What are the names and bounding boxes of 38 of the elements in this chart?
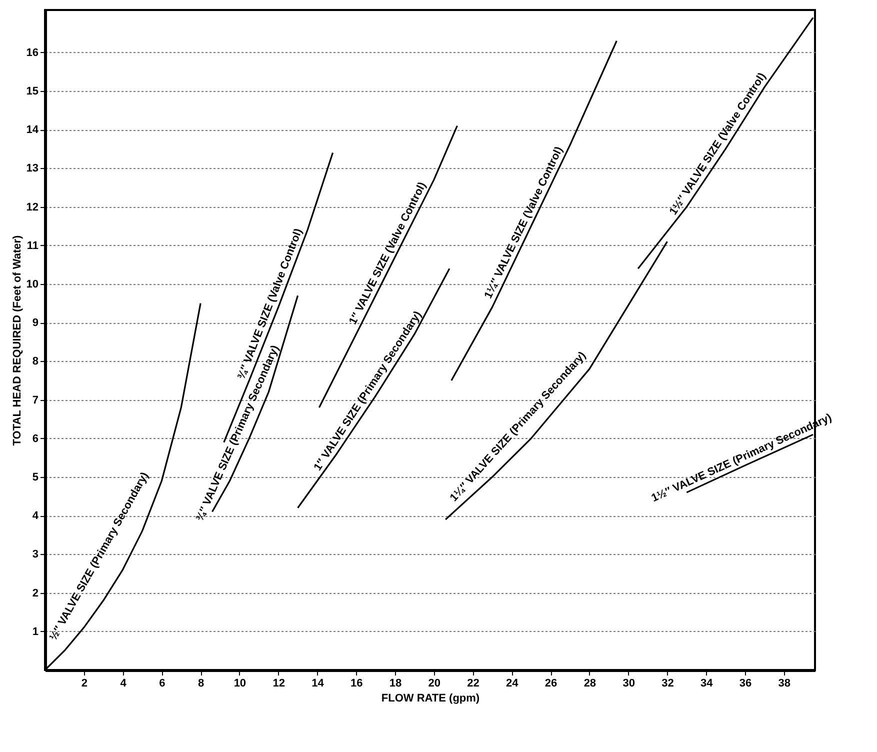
x-tick-label: 20 [428,678,441,690]
y-tick-label: 9 [32,317,38,330]
y-tick-label: 13 [26,162,38,175]
x-tick-label: 4 [120,678,128,690]
x-tick-label: 38 [778,678,791,690]
x-tick-label: 28 [584,678,596,690]
y-tick-label: 14 [26,124,40,136]
y-tick-label: 7 [32,394,38,406]
y-tick-label: 4 [32,510,40,522]
y-tick-label: 8 [32,356,38,368]
y-tick-label: 11 [26,240,38,252]
x-tick-label: 6 [159,678,166,690]
x-tick-label: 34 [700,678,714,690]
y-tick-label: 16 [26,46,38,59]
y-tick-label: 2 [32,587,38,600]
y-tick-label: 6 [32,432,38,445]
x-tick-label: 18 [389,678,402,690]
y-tick-label: 5 [32,472,38,484]
line-series [444,240,668,520]
y-axis-title: TOTAL HEAD REQUIRED (Feet of Water) [11,234,24,446]
x-tick-label: 30 [622,678,635,690]
x-tick-label: 12 [272,678,285,690]
y-tick-label: 10 [26,278,38,291]
x-tick-label: 8 [198,678,204,690]
x-tick-label: 14 [312,678,325,690]
x-tick-label: 36 [739,678,752,690]
x-tick-label: 16 [350,678,363,690]
y-tick-label: 3 [32,548,38,561]
x-axis-title: FLOW RATE (gpm) [381,692,480,704]
y-tick-label: 15 [26,86,38,98]
x-tick-label: 22 [467,678,480,690]
y-tick-label: 12 [26,201,38,214]
x-tick-label: 32 [662,678,674,690]
x-tick-label: 10 [234,678,246,690]
x-tick-label: 24 [506,678,520,690]
x-tick-label: 2 [81,678,88,690]
x-tick-label: 26 [544,678,558,690]
y-tick-label: 1 [32,626,38,638]
